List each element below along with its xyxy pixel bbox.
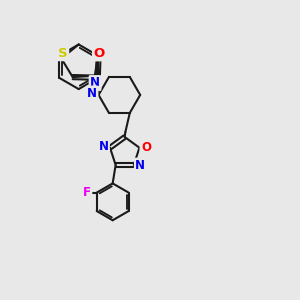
Text: O: O: [141, 141, 151, 154]
Text: S: S: [58, 47, 68, 60]
Text: N: N: [87, 87, 97, 100]
Text: N: N: [98, 140, 109, 153]
Text: O: O: [94, 47, 105, 60]
Text: N: N: [135, 159, 145, 172]
Text: F: F: [83, 186, 91, 199]
Text: N: N: [90, 76, 100, 89]
